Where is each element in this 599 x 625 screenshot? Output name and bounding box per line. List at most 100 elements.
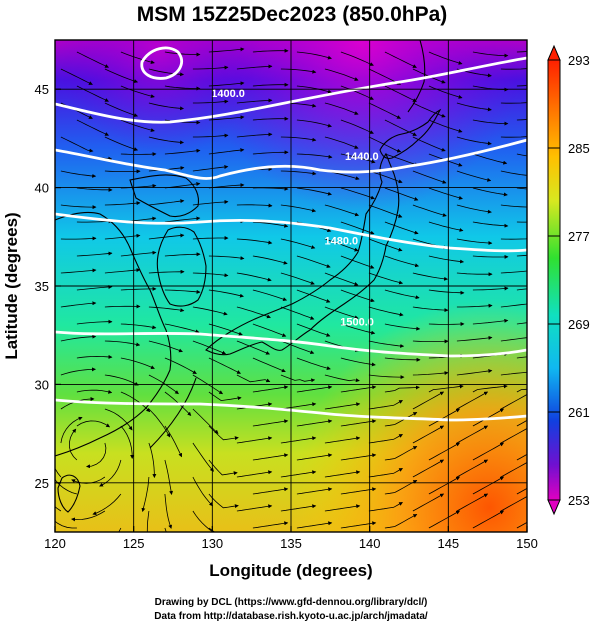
wind-streamline bbox=[104, 408, 133, 431]
wind-streamline bbox=[120, 425, 135, 459]
wind-streamline bbox=[516, 85, 527, 87]
colorbar: 293 285 277 269 261 253 bbox=[547, 44, 590, 516]
wind-streamline bbox=[296, 357, 331, 370]
wind-streamline bbox=[500, 303, 527, 308]
wind-streamline bbox=[368, 400, 403, 410]
wind-streamline bbox=[456, 303, 493, 308]
wind-streamline bbox=[55, 467, 62, 478]
wind-streamline bbox=[192, 442, 214, 472]
wind-streamline bbox=[296, 187, 332, 196]
wind-streamline bbox=[456, 238, 493, 245]
wind-streamline bbox=[148, 340, 183, 353]
wind-streamline bbox=[472, 187, 508, 197]
wind-streamline bbox=[428, 221, 464, 232]
wind-streamline bbox=[412, 306, 449, 313]
wind-streamline bbox=[148, 269, 185, 274]
wind-streamline bbox=[236, 203, 273, 208]
wind-streamline bbox=[340, 255, 375, 269]
wind-streamline bbox=[252, 385, 289, 393]
wind-streamline bbox=[368, 374, 405, 380]
wind-streamline bbox=[118, 527, 122, 532]
wind-streamline bbox=[500, 170, 527, 176]
wind-streamline bbox=[500, 136, 527, 138]
wind-streamline bbox=[384, 412, 418, 427]
wind-streamline bbox=[296, 487, 333, 495]
wind-streamline bbox=[60, 236, 97, 241]
wind-streamline bbox=[60, 334, 97, 342]
wind-streamline bbox=[60, 136, 94, 153]
wind-streamline bbox=[60, 367, 96, 376]
wind-streamline bbox=[324, 306, 359, 320]
wind-streamline bbox=[340, 323, 376, 335]
wind-streamline bbox=[120, 152, 157, 157]
y-axis-ticks: 25 30 35 40 45 bbox=[35, 82, 61, 491]
wind-streamline bbox=[516, 487, 527, 495]
colorbar-tick-label: 261 bbox=[568, 405, 590, 420]
wind-streamline bbox=[120, 51, 155, 64]
wind-streamline bbox=[104, 374, 139, 386]
wind-streamline bbox=[384, 153, 419, 167]
wind-streamline bbox=[236, 470, 273, 478]
wind-streamline bbox=[428, 476, 461, 495]
wind-streamline bbox=[236, 306, 271, 319]
contour-label: 1500.0 bbox=[340, 316, 374, 328]
wind-streamline bbox=[236, 64, 273, 70]
wind-streamline bbox=[148, 102, 185, 111]
wind-streamline bbox=[516, 119, 527, 121]
wind-streamline bbox=[280, 402, 317, 410]
wind-streamline bbox=[472, 254, 509, 259]
wind-streamline bbox=[148, 136, 185, 145]
wind-streamline bbox=[472, 510, 505, 529]
wind-streamline bbox=[428, 322, 465, 327]
wind-streamline bbox=[252, 419, 289, 427]
wind-streamline bbox=[456, 204, 492, 214]
wind-streamline bbox=[516, 288, 527, 291]
wind-streamline bbox=[280, 306, 315, 320]
x-tick-label: 135 bbox=[280, 536, 302, 551]
wind-streamline bbox=[296, 289, 331, 303]
wind-streamline bbox=[428, 510, 461, 529]
wind-streamline bbox=[192, 133, 229, 138]
contour-labels: 1400.0 1440.0 1480.0 1500.0 bbox=[211, 88, 378, 328]
wind-streamline bbox=[500, 204, 527, 208]
coastlines bbox=[55, 40, 442, 513]
wind-streamline bbox=[368, 434, 403, 444]
wind-streamline bbox=[384, 289, 420, 300]
wind-streamline bbox=[146, 510, 150, 532]
wind-streamline bbox=[252, 487, 289, 495]
x-tick-label: 140 bbox=[359, 536, 381, 551]
wind-streamline bbox=[412, 493, 445, 512]
wind-streamline bbox=[192, 306, 228, 316]
wind-streamline bbox=[164, 425, 183, 458]
wind-streamline bbox=[384, 357, 421, 362]
wind-streamline bbox=[368, 238, 403, 252]
wind-streamline bbox=[164, 85, 201, 91]
wind-streamline bbox=[516, 356, 527, 359]
credit-drawing: Drawing by DCL (https://www.gfd-dennou.o… bbox=[155, 597, 428, 608]
x-tick-label: 130 bbox=[201, 536, 223, 551]
colorbar-tick-label: 253 bbox=[568, 493, 590, 508]
wind-streamline bbox=[296, 521, 333, 529]
wind-streamline bbox=[60, 268, 97, 274]
wind-streamline bbox=[120, 357, 155, 370]
wind-streamline bbox=[60, 416, 83, 444]
x-tick-label: 125 bbox=[123, 536, 145, 551]
wind-streamline bbox=[472, 384, 508, 393]
x-tick-label: 120 bbox=[44, 536, 66, 551]
wind-streamline bbox=[164, 252, 201, 257]
lat-lon-grid bbox=[55, 40, 527, 532]
wind-streamline bbox=[236, 504, 273, 512]
wind-streamline bbox=[236, 436, 273, 444]
wind-streamline bbox=[252, 521, 289, 529]
wind-streamline bbox=[384, 221, 419, 235]
wind-streamline bbox=[368, 468, 403, 478]
wind-streamline bbox=[192, 272, 229, 278]
wind-streamline bbox=[472, 476, 505, 495]
wind-streamline bbox=[55, 520, 77, 529]
wind-streamline bbox=[368, 204, 403, 218]
wind-streamline bbox=[472, 221, 509, 228]
wind-streamline bbox=[164, 148, 201, 155]
colorbar-extend-top bbox=[547, 44, 561, 61]
contour-label: 1480.0 bbox=[325, 236, 359, 248]
